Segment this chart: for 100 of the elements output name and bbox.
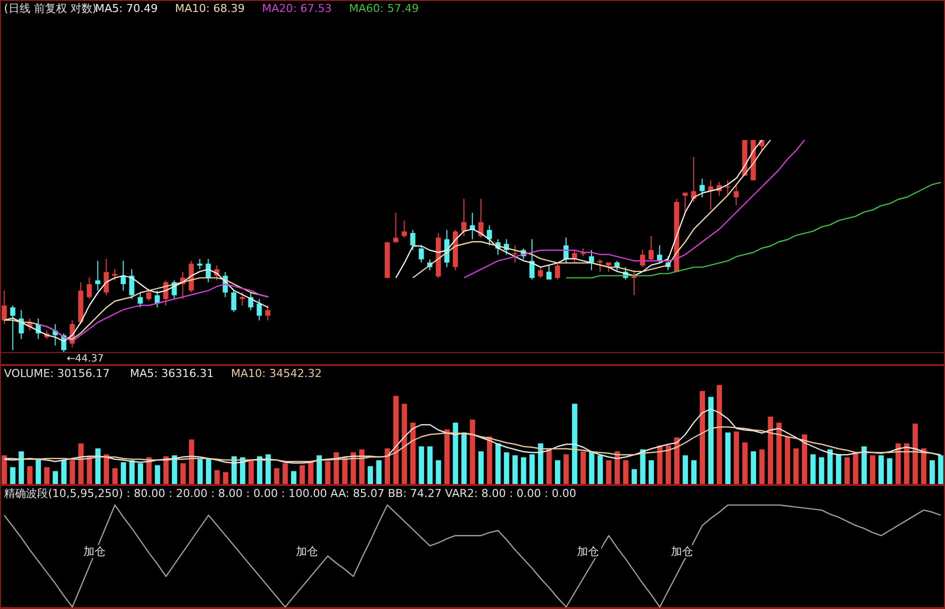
- bar: [10, 467, 16, 484]
- bar: [486, 436, 492, 484]
- bar: [878, 455, 884, 484]
- bar: [222, 472, 228, 484]
- candlestick: [138, 292, 143, 308]
- bar: [716, 385, 722, 484]
- candlestick: [588, 250, 594, 271]
- bar: [632, 469, 637, 484]
- bar: [393, 396, 399, 484]
- bar: [614, 451, 620, 484]
- candlestick: [104, 258, 109, 296]
- bar: [546, 449, 552, 484]
- bar: [478, 451, 484, 484]
- bar: [700, 390, 706, 484]
- candlestick: [512, 244, 518, 263]
- bar: [78, 443, 84, 484]
- bar: [444, 430, 450, 484]
- bar: [342, 457, 348, 484]
- bar: [214, 470, 220, 484]
- bar: [154, 465, 160, 484]
- annotation: 加仓: [577, 545, 600, 558]
- bar: [691, 460, 696, 484]
- annotation: 加仓: [83, 545, 106, 558]
- candlestick: [648, 236, 654, 262]
- bar: [674, 437, 680, 484]
- bar: [36, 458, 41, 484]
- bar: [27, 466, 32, 484]
- text: ←44.37: [66, 354, 104, 364]
- bar: [564, 454, 569, 484]
- bar: [887, 458, 892, 484]
- text: MA10: 34542.32: [231, 367, 322, 380]
- bar: [325, 461, 330, 484]
- bar: [529, 454, 535, 484]
- annotation: 加仓: [296, 545, 318, 558]
- candlestick: [546, 265, 552, 280]
- bar: [784, 436, 790, 484]
- text: MA5: 36316.31: [130, 367, 214, 380]
- bar: [300, 465, 305, 484]
- bar: [759, 449, 765, 484]
- bar: [606, 460, 612, 484]
- bar: [436, 460, 442, 484]
- bar: [359, 449, 364, 484]
- bar: [554, 460, 560, 484]
- candlestick: [734, 184, 739, 206]
- bar: [427, 446, 433, 484]
- candlestick: [240, 292, 245, 306]
- bar: [818, 457, 824, 484]
- text: MA5: 70.49: [95, 2, 158, 15]
- bar: [180, 463, 186, 484]
- bar: [61, 460, 66, 484]
- bar: [188, 439, 194, 484]
- candlestick: [410, 229, 416, 251]
- bar: [598, 455, 603, 484]
- bar: [291, 471, 296, 484]
- candlestick: [10, 305, 16, 351]
- bar: [512, 455, 518, 484]
- bar: [682, 455, 688, 484]
- candlestick: [2, 290, 7, 325]
- bar: [18, 451, 24, 484]
- bar: [402, 404, 408, 484]
- text: MA60: 57.49: [349, 2, 419, 15]
- candlestick: [52, 324, 58, 346]
- bar: [648, 460, 654, 484]
- bar: [410, 422, 416, 484]
- bar: [504, 452, 510, 484]
- bar: [896, 443, 901, 484]
- candlestick: [402, 220, 407, 238]
- bar: [231, 456, 237, 484]
- bar: [248, 460, 254, 484]
- candlestick: [554, 262, 560, 280]
- bar: [308, 461, 314, 484]
- bar: [104, 454, 110, 484]
- bar: [572, 404, 578, 484]
- candlestick: [461, 198, 466, 237]
- candlestick: [206, 258, 211, 283]
- candlestick: [256, 298, 262, 321]
- candlestick: [700, 178, 705, 198]
- candlestick: [197, 258, 202, 270]
- bar: [742, 442, 748, 484]
- bar: [861, 446, 867, 484]
- text: MA20: 67.53: [262, 2, 332, 15]
- candlestick: [154, 290, 160, 308]
- bar: [350, 452, 356, 484]
- candlestick: [231, 290, 236, 313]
- bar: [657, 445, 662, 484]
- bar: [418, 446, 424, 484]
- bar: [138, 463, 144, 484]
- bar: [904, 443, 910, 484]
- bar: [836, 454, 842, 484]
- bar: [623, 460, 628, 484]
- bar: [810, 454, 816, 484]
- bar: [930, 460, 935, 484]
- bar: [206, 458, 212, 484]
- candlestick: [95, 260, 100, 292]
- candlestick: [538, 266, 544, 278]
- chart-title: VOLUME: 30156.17: [4, 367, 110, 380]
- bar: [120, 462, 126, 484]
- bar: [266, 454, 271, 484]
- bar: [938, 455, 944, 484]
- bar: [870, 455, 876, 484]
